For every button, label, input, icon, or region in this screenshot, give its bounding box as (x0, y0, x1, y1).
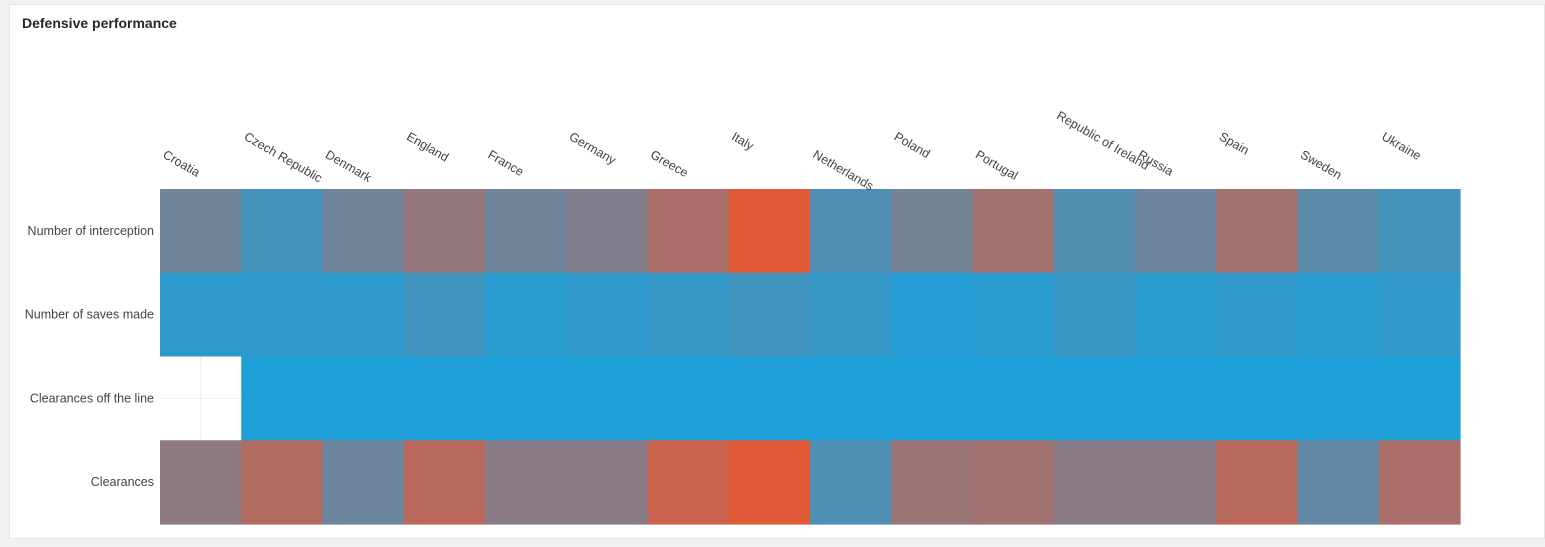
heatmap-cell (972, 272, 1055, 358)
heatmap-cell (1216, 356, 1299, 441)
heatmap-cell (1216, 440, 1299, 525)
heatmap-cell (1053, 440, 1136, 525)
heatmap-cell (972, 189, 1055, 274)
heatmap-cell (810, 356, 892, 441)
heatmap-cell (403, 272, 486, 358)
heatmap-cell (647, 356, 730, 441)
heatmap-cell (647, 189, 730, 274)
heatmap-cell (241, 272, 324, 358)
heatmap-cell (810, 272, 892, 358)
heatmap-cell (810, 440, 892, 525)
x-tick-label: Spain (1217, 129, 1252, 157)
heatmap-cell (972, 440, 1055, 525)
heatmap-cell (485, 356, 567, 441)
heatmap-cell (1216, 189, 1299, 274)
x-tick-label: Ukraine (1379, 129, 1423, 163)
heatmap-cell (1297, 440, 1380, 525)
heatmap-cell (160, 189, 242, 274)
heatmap-cell (1135, 189, 1217, 274)
x-tick-label: Germany (567, 129, 619, 167)
heatmap-cell (891, 189, 974, 274)
panel-title: Defensive performance (22, 15, 177, 31)
heatmap-cell (891, 440, 974, 525)
heatmap-cell (891, 356, 974, 441)
x-tick-label: Sweden (1298, 147, 1344, 182)
x-tick-label: England (404, 129, 451, 164)
x-tick-label: Greece (648, 147, 691, 180)
heatmap-cell (485, 189, 567, 274)
x-tick-label: Italy (729, 129, 757, 153)
heatmap-cell (1135, 440, 1217, 525)
heatmap-cell (1297, 356, 1380, 441)
heatmap-cell (1216, 272, 1299, 358)
x-tick-label: Croatia (161, 147, 203, 179)
heatmap-cell (1297, 272, 1380, 358)
heatmap-cell (1053, 356, 1136, 441)
heatmap-cell (241, 440, 324, 525)
heatmap-cell (728, 356, 811, 441)
y-tick-label: Number of saves made (25, 308, 154, 322)
heatmap-cell (322, 356, 405, 441)
heatmap-cell (485, 440, 567, 525)
x-tick-label: Republic of Ireland (1054, 108, 1151, 172)
heatmap-cell (891, 272, 974, 358)
heatmap-cell (160, 272, 242, 358)
heatmap-cell (566, 356, 649, 441)
heatmap-cell (322, 189, 405, 274)
heatmap-cell (485, 272, 567, 358)
heatmap-cell (1378, 189, 1461, 274)
heatmap-cell (241, 189, 324, 274)
y-tick-label: Clearances (91, 475, 154, 489)
heatmap-cell (1053, 272, 1136, 358)
heatmap-cell (566, 189, 649, 274)
heatmap-cell (1135, 356, 1217, 441)
heatmap-cell (647, 272, 730, 358)
heatmap-cell (566, 272, 649, 358)
heatmap-cell (728, 272, 811, 358)
heatmap-cell (566, 440, 649, 525)
x-tick-label: France (486, 147, 527, 179)
x-tick-label: Portugal (973, 147, 1020, 182)
heatmap-cell (322, 440, 405, 525)
heatmap-cell (1378, 356, 1461, 441)
x-tick-label: Denmark (323, 147, 375, 185)
heatmap-cell (1378, 272, 1461, 358)
heatmap-cell (1297, 189, 1380, 274)
x-tick-label: Netherlands (811, 147, 876, 193)
heatmap-cell (403, 189, 486, 274)
heatmap-cell (160, 440, 242, 525)
y-tick-label: Number of interception (28, 224, 155, 238)
heatmap-cell (1378, 440, 1461, 525)
x-tick-label: Poland (892, 129, 933, 161)
heatmap-cell (728, 440, 811, 525)
heatmap-cell (403, 356, 486, 441)
heatmap-cell (241, 356, 324, 441)
x-tick-label: Czech Republic (242, 129, 325, 185)
y-tick-label: Clearances off the line (30, 391, 154, 405)
heatmap-cell (647, 440, 730, 525)
heatmap-cell (1053, 189, 1136, 274)
heatmap-cell (972, 356, 1055, 441)
heatmap-cell (810, 189, 892, 274)
heatmap-cell (1135, 272, 1217, 358)
heatmap-cell (403, 440, 486, 525)
heatmap-cell (728, 189, 811, 274)
heatmap-cell (322, 272, 405, 358)
